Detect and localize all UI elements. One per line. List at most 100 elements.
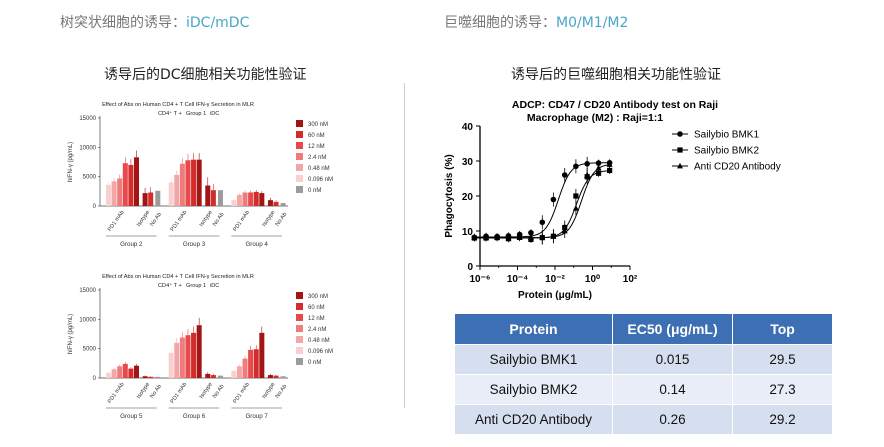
condition-cell-label: iDC xyxy=(210,111,219,117)
y-tick-label: 10000 xyxy=(79,145,96,151)
legend-swatch xyxy=(296,303,303,310)
legend-marker xyxy=(677,162,683,169)
bar-pd1-mab xyxy=(174,174,180,206)
legend-swatch xyxy=(296,186,303,193)
bar-pd1-mab xyxy=(134,157,139,206)
bar-isotype xyxy=(205,185,211,206)
y-tick-label: 15000 xyxy=(79,116,96,122)
legend-label: 0.48 nM xyxy=(308,166,330,172)
legend-swatch xyxy=(296,347,303,354)
bar-pd1-mab xyxy=(106,184,111,206)
x-tick-label-no-ab: No Ab xyxy=(212,384,226,400)
y-tick-label: 5000 xyxy=(83,175,97,181)
bar-pd1-mab xyxy=(122,163,128,206)
bar-no-ab xyxy=(155,376,161,378)
table-row: Sailybio BMK2 0.14 27.3 xyxy=(454,374,833,405)
legend-label: 2.4 nM xyxy=(308,155,326,161)
x-tick-label-isotype: Isotype xyxy=(136,382,151,400)
data-point xyxy=(573,193,579,199)
bar-no-ab xyxy=(280,376,286,378)
bar-isotype xyxy=(142,376,148,378)
x-tick-label-isotype: Isotype xyxy=(199,210,214,228)
condition-label: CD4⁺ T + xyxy=(158,282,182,289)
cell-ec50: 0.14 xyxy=(612,374,733,405)
cell-ec50: 0.26 xyxy=(612,404,733,435)
legend-label: 0.096 nM xyxy=(308,349,333,355)
x-tick-label-no-ab: No Ab xyxy=(212,212,226,228)
bar-pd1-mab xyxy=(168,182,174,206)
cell-top: 29.5 xyxy=(732,344,833,375)
x-tick-label-pd1: PD1 mAb xyxy=(107,210,126,233)
bar-pd1-mab xyxy=(134,365,139,378)
y-tick-label: 0 xyxy=(93,376,97,382)
data-point xyxy=(561,172,568,178)
data-point xyxy=(528,229,534,236)
group-label: Group 4 xyxy=(245,241,268,248)
y-tick-label: 20 xyxy=(462,192,474,203)
y-axis-label: Phagocytosis (%) xyxy=(444,154,455,237)
bar-pd1-mab xyxy=(122,363,128,378)
legend-swatch xyxy=(296,292,303,299)
x-tick-label-pd1: PD1 mAb xyxy=(232,382,251,405)
x-tick-label: 10⁻² xyxy=(545,274,565,285)
x-tick-label-pd1: PD1 mAb xyxy=(170,382,189,405)
y-tick-label: 0 xyxy=(93,204,97,210)
bar-pd1-mab xyxy=(179,163,185,206)
mlr-bar-chart-top: Effect of Abs on Human CD4 + T Cell IFN-… xyxy=(68,102,333,248)
y-axis-label: hIFN-γ (pg/mL) xyxy=(68,142,74,182)
bar-isotype xyxy=(148,376,154,378)
data-point xyxy=(573,163,579,170)
data-point xyxy=(471,234,478,241)
data-point xyxy=(505,234,512,241)
bar-pd1-mab xyxy=(128,368,134,378)
bar-isotype xyxy=(210,375,216,378)
data-point xyxy=(561,227,568,234)
left-subtitle: 诱导后的DC细胞相关功能性验证 xyxy=(104,67,307,83)
bar-pd1-mab xyxy=(185,335,191,378)
bar-pd1-mab xyxy=(196,159,202,206)
data-point xyxy=(494,234,501,241)
legend-swatch xyxy=(296,336,303,343)
y-tick-label: 10000 xyxy=(79,317,96,323)
bar-pd1-mab xyxy=(117,178,123,206)
bar-pd1-mab xyxy=(117,366,123,378)
ec50-table-header-row: Protein EC50 (μg/mL) Top xyxy=(454,313,833,345)
bar-pd1-mab xyxy=(128,164,134,206)
y-tick-label: 40 xyxy=(462,122,474,133)
data-point xyxy=(584,161,590,167)
group-label: Group 3 xyxy=(183,241,206,248)
y-tick-label: 30 xyxy=(462,157,474,168)
x-tick-label-isotype: Isotype xyxy=(136,210,151,228)
cell-protein: Sailybio BMK2 xyxy=(454,374,613,405)
x-tick-label: 10⁻⁶ xyxy=(469,274,490,285)
bar-pd1-mab xyxy=(191,159,197,206)
legend-label: Sailybio BMK1 xyxy=(694,130,759,141)
x-tick-label-pd1: PD1 mAb xyxy=(170,210,189,233)
right-header-accent: M0/M1/M2 xyxy=(556,15,629,31)
data-point xyxy=(483,234,490,240)
legend-marker xyxy=(677,147,683,153)
x-tick-label-no-ab: No Ab xyxy=(275,212,289,228)
x-tick-label: 10⁰ xyxy=(585,274,600,285)
group-label: Group 2 xyxy=(120,241,143,248)
bar-isotype xyxy=(267,200,273,206)
legend-label: 300 nM xyxy=(308,122,328,128)
bar-pd1-mab xyxy=(253,191,259,206)
condition-group-label: Group 1 xyxy=(186,283,206,289)
adcp-chart-subtitle: Macrophage (M2) : Raji=1:1 xyxy=(527,112,663,124)
x-tick-label: 10² xyxy=(623,274,638,285)
group-label: Group 7 xyxy=(245,413,268,420)
bar-isotype xyxy=(210,190,216,206)
chart-title: Effect of Abs on Human CD4 + T Cell IFN-… xyxy=(102,102,254,108)
bar-isotype xyxy=(148,192,154,206)
x-tick-label: 10⁻⁴ xyxy=(507,274,528,285)
bar-pd1-mab xyxy=(248,192,254,206)
data-point xyxy=(527,234,534,240)
bar-pd1-mab xyxy=(196,325,202,378)
y-tick-label: 15000 xyxy=(79,288,96,294)
col-header-ec50: EC50 (μg/mL) xyxy=(612,313,733,345)
legend-swatch xyxy=(296,153,303,160)
bar-pd1-mab xyxy=(242,192,248,206)
x-tick-label-pd1: PD1 mAb xyxy=(232,210,251,233)
condition-group-label: Group 1 xyxy=(186,111,206,117)
